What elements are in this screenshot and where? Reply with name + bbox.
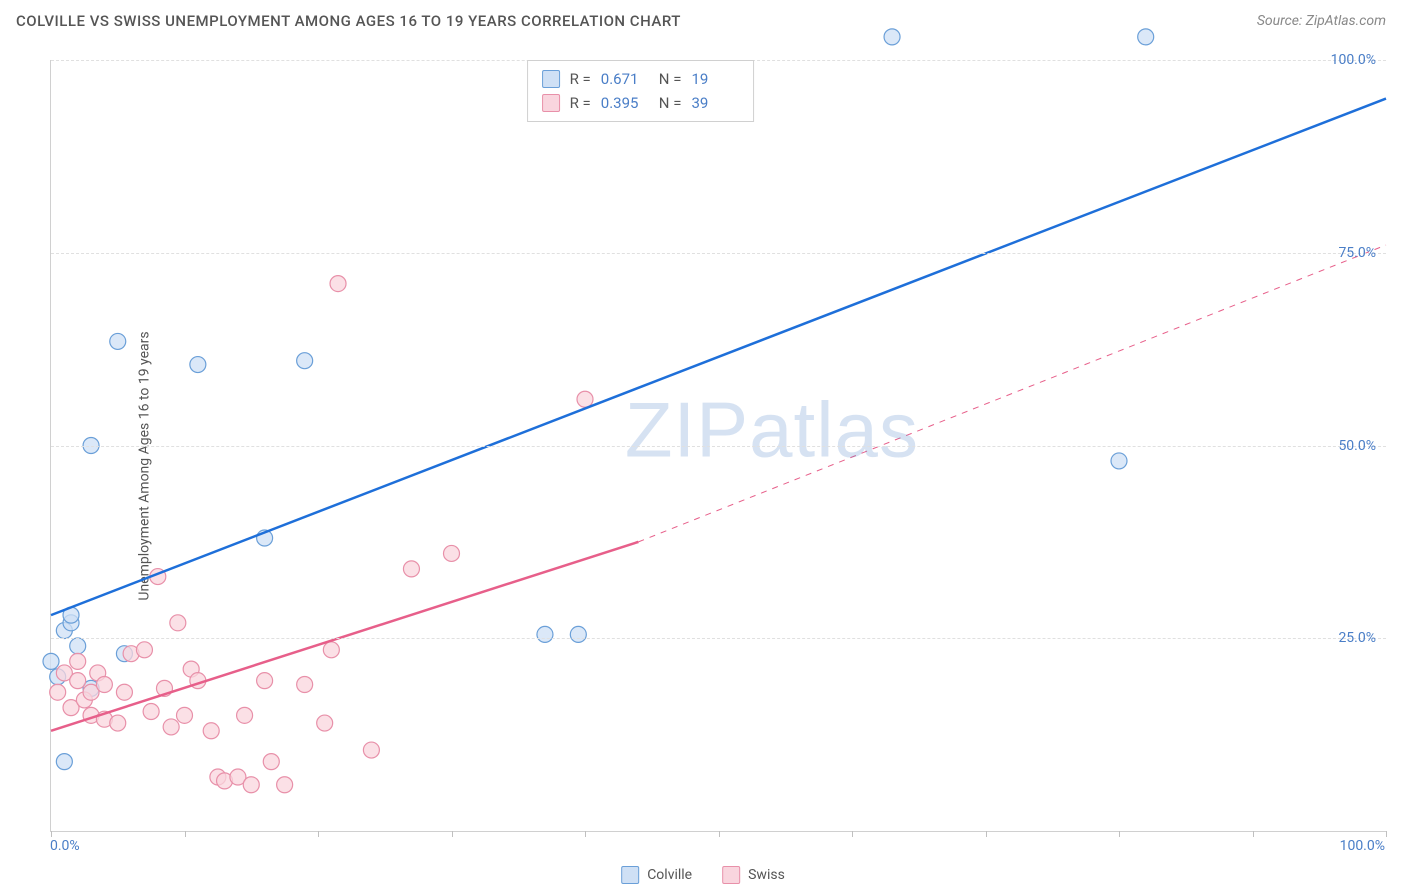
- x-tick: [452, 831, 453, 837]
- swiss-swatch-icon: [542, 94, 560, 112]
- colville-point: [43, 653, 59, 669]
- swiss-point: [330, 276, 346, 292]
- x-tick: [51, 831, 52, 837]
- colville-point: [1138, 29, 1154, 45]
- legend-label: Swiss: [748, 867, 785, 883]
- stat-n-value: 19: [691, 67, 739, 91]
- stats-row-swiss: R = 0.395 N = 39: [542, 91, 740, 115]
- swiss-point: [70, 653, 86, 669]
- colville-point: [1111, 453, 1127, 469]
- y-tick-label: 75.0%: [1338, 245, 1376, 261]
- swiss-point: [136, 642, 152, 658]
- colville-point: [297, 353, 313, 369]
- stat-r-value: 0.671: [601, 67, 649, 91]
- chart-container: Unemployment Among Ages 16 to 19 years Z…: [0, 40, 1406, 892]
- stat-r-label: R =: [570, 67, 591, 91]
- swiss-point: [70, 673, 86, 689]
- swiss-point: [116, 684, 132, 700]
- swiss-point: [263, 754, 279, 770]
- swiss-point: [203, 723, 219, 739]
- gridline: [51, 253, 1386, 254]
- swiss-point: [277, 777, 293, 793]
- colville-point: [110, 333, 126, 349]
- legend-label: Colville: [647, 867, 692, 883]
- swiss-point: [257, 673, 273, 689]
- chart-title: COLVILLE VS SWISS UNEMPLOYMENT AMONG AGE…: [16, 12, 681, 30]
- swiss-point: [143, 703, 159, 719]
- swiss-point: [237, 707, 253, 723]
- gridline: [51, 446, 1386, 447]
- swiss-point: [297, 677, 313, 693]
- colville-point: [537, 626, 553, 642]
- swiss-point: [110, 715, 126, 731]
- swiss-point: [163, 719, 179, 735]
- plot-area: ZIPatlas 25.0%50.0%75.0%100.0%: [50, 60, 1386, 832]
- stat-n-value: 39: [691, 91, 739, 115]
- swiss-point: [96, 677, 112, 693]
- colville-trendline: [51, 99, 1386, 616]
- swiss-point: [317, 715, 333, 731]
- colville-point: [190, 357, 206, 373]
- stat-r-label: R =: [570, 91, 591, 115]
- legend-item-colville: Colville: [621, 866, 692, 884]
- swiss-point: [403, 561, 419, 577]
- colville-point: [70, 638, 86, 654]
- swiss-point: [243, 777, 259, 793]
- swiss-point: [577, 391, 593, 407]
- x-tick-label: 0.0%: [50, 838, 80, 854]
- x-tick: [585, 831, 586, 837]
- colville-swatch-icon: [542, 70, 560, 88]
- x-tick: [185, 831, 186, 837]
- swiss-trendline-extrapolated: [638, 245, 1386, 542]
- x-tick-label: 100.0%: [1340, 838, 1385, 854]
- x-tick: [1119, 831, 1120, 837]
- correlation-stats-box: R = 0.671 N = 19 R = 0.395 N = 39: [527, 60, 755, 122]
- stat-n-label: N =: [659, 67, 682, 91]
- colville-point: [56, 754, 72, 770]
- x-tick: [1253, 831, 1254, 837]
- x-tick: [1386, 831, 1387, 837]
- colville-swatch-icon: [621, 866, 639, 884]
- series-legend: Colville Swiss: [621, 866, 785, 884]
- x-tick: [719, 831, 720, 837]
- stat-n-label: N =: [659, 91, 682, 115]
- source-attribution: Source: ZipAtlas.com: [1257, 13, 1386, 29]
- y-tick-label: 50.0%: [1338, 438, 1376, 454]
- swiss-point: [170, 615, 186, 631]
- swiss-point: [363, 742, 379, 758]
- stats-row-colville: R = 0.671 N = 19: [542, 67, 740, 91]
- swiss-point: [50, 684, 66, 700]
- gridline: [51, 638, 1386, 639]
- x-tick: [986, 831, 987, 837]
- stat-r-value: 0.395: [601, 91, 649, 115]
- colville-point: [884, 29, 900, 45]
- legend-item-swiss: Swiss: [722, 866, 785, 884]
- x-tick: [318, 831, 319, 837]
- x-tick: [852, 831, 853, 837]
- y-tick-label: 100.0%: [1331, 52, 1376, 68]
- swiss-swatch-icon: [722, 866, 740, 884]
- colville-point: [570, 626, 586, 642]
- swiss-point: [177, 707, 193, 723]
- swiss-point: [444, 545, 460, 561]
- swiss-point: [323, 642, 339, 658]
- y-tick-label: 25.0%: [1338, 630, 1376, 646]
